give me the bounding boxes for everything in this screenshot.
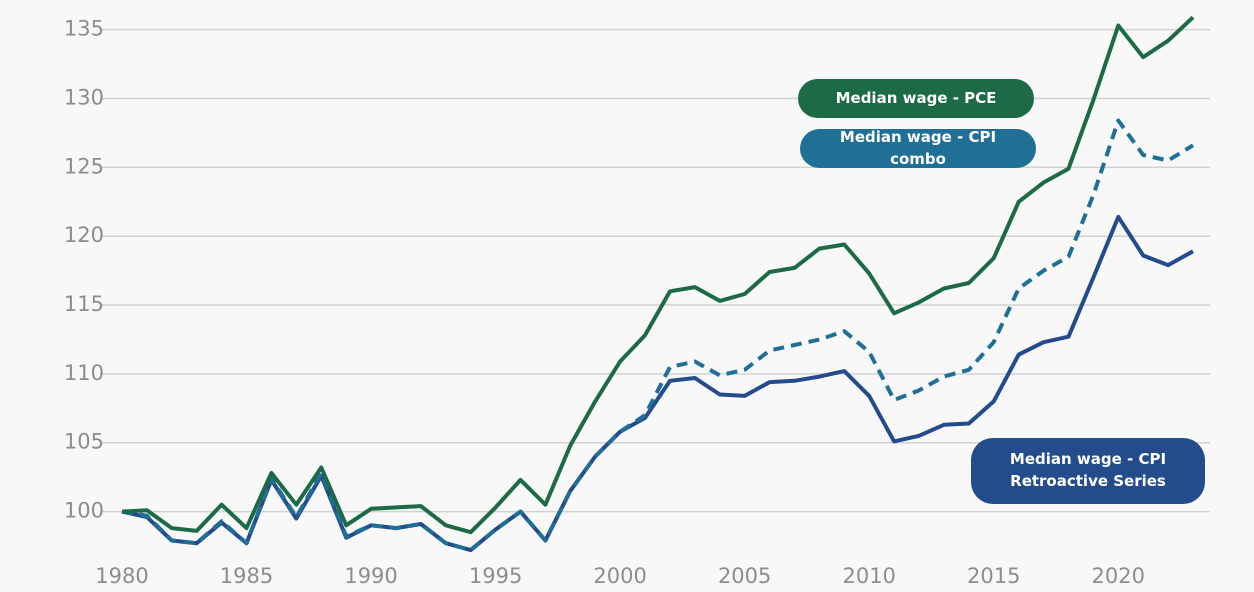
x-tick-label: 2010: [842, 564, 895, 588]
y-tick-label: 120: [64, 223, 104, 247]
legend-label: Median wage - CPI Retroactive Series: [971, 438, 1205, 504]
x-tick-label: 2015: [967, 564, 1020, 588]
x-tick-label: 2000: [593, 564, 646, 588]
legend-label: Median wage - PCE: [798, 79, 1034, 118]
x-tick-label: 1980: [95, 564, 148, 588]
y-tick-label: 100: [64, 499, 104, 523]
y-tick-label: 125: [64, 154, 104, 178]
y-tick-label: 105: [64, 430, 104, 454]
x-tick-label: 1990: [344, 564, 397, 588]
x-tick-label: 2020: [1092, 564, 1145, 588]
y-tick-label: 110: [64, 361, 104, 385]
x-tick-label: 1985: [220, 564, 273, 588]
legend-label: Median wage - CPI combo: [800, 128, 1036, 168]
y-tick-label: 135: [64, 17, 104, 41]
series-line: [121, 118, 1195, 553]
y-tick-label: 115: [64, 292, 104, 316]
y-tick-label: 130: [64, 86, 104, 110]
x-tick-label: 2005: [718, 564, 771, 588]
series-line: [121, 15, 1195, 535]
x-tick-label: 1995: [469, 564, 522, 588]
